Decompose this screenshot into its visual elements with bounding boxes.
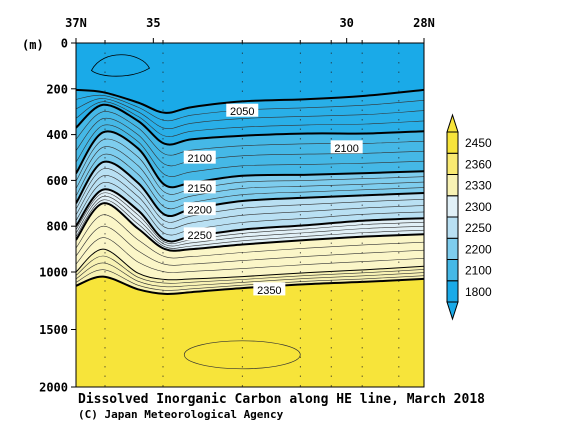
- y-tick-label: 600: [46, 174, 68, 188]
- colorbar-swatch: [446, 280, 459, 303]
- y-tick-label: 800: [46, 220, 68, 234]
- x-tick-label: 35: [146, 16, 160, 30]
- colorbar-label: 2250: [465, 221, 492, 235]
- y-tick-label: 2000: [39, 381, 68, 395]
- colorbar-label: 2450: [465, 136, 492, 150]
- x-tick-label: 28N: [413, 16, 435, 30]
- colorbar-bottom-arrow: [446, 301, 459, 321]
- contour-label-text: 2100: [187, 153, 211, 165]
- chart-title: Dissolved Inorganic Carbon along HE line…: [78, 392, 485, 407]
- colorbar-swatch: [446, 259, 459, 282]
- colorbar-label: 2360: [465, 157, 492, 171]
- contour-label-bg: [226, 103, 259, 117]
- colorbar-label: 1800: [465, 285, 492, 299]
- colorbar-label: 2300: [465, 200, 492, 214]
- surface-loop: [90, 54, 150, 77]
- y-tick-label: 400: [46, 128, 68, 142]
- colorbar-label: 2200: [465, 242, 492, 256]
- contour-label-2100: 2100: [183, 150, 216, 165]
- contour-label-bg: [183, 227, 216, 241]
- minor-contour: [76, 262, 424, 288]
- y-tick-label: 200: [46, 82, 68, 96]
- contour-2100: [76, 103, 424, 146]
- contour-2050: [76, 88, 424, 114]
- colorbar-swatch: [446, 216, 459, 239]
- contour-label-text: 2100: [334, 143, 358, 155]
- y-tick-label: 1500: [39, 323, 68, 337]
- colorbar-swatch: [446, 195, 459, 218]
- contour-2350: [76, 275, 424, 295]
- contour-label-2350: 2350: [253, 282, 286, 297]
- minor-contour: [76, 214, 424, 259]
- fill-band-2050: [76, 43, 424, 113]
- contour-label-bg: [183, 202, 216, 216]
- colorbar-swatch: [446, 152, 459, 175]
- contour-label-text: 2350: [257, 285, 281, 297]
- minor-contour: [76, 225, 424, 266]
- colorbar-swatch: [446, 174, 459, 197]
- colorbar-swatch: [446, 131, 459, 154]
- colorbar-swatch: [446, 237, 459, 260]
- contour-label-text: 2050: [230, 106, 254, 118]
- contour-label-bg: [330, 140, 363, 154]
- y-axis-unit: (m): [22, 38, 44, 52]
- minor-contour: [76, 269, 424, 291]
- plot-frame: [75, 42, 425, 388]
- contour-2330: [76, 248, 424, 281]
- minor-contour: [76, 146, 424, 202]
- contour-label-2200: 2200: [183, 202, 216, 217]
- minor-contour: [76, 101, 424, 137]
- contour-label-text: 2150: [187, 183, 211, 195]
- contour-label-text: 2250: [187, 230, 211, 242]
- contour-label-2150: 2150: [183, 180, 216, 195]
- x-tick-label: 30: [339, 16, 353, 30]
- minor-contour: [76, 237, 424, 273]
- plot-layer: 2050 2100 2100 2150 2200 2250 2350: [76, 43, 424, 387]
- y-tick-label: 1000: [39, 266, 68, 280]
- contour-label-2050: 2050: [226, 103, 259, 118]
- contour-2300: [76, 202, 424, 252]
- minor-contour: [76, 94, 424, 122]
- axes-layer: 0 200 400 600 800 1000 1500 2000 37N 35 30 28N: [39, 16, 435, 395]
- minor-contour: [76, 255, 424, 284]
- contour-label-bg: [253, 282, 286, 296]
- colorbar-label: 2100: [465, 264, 492, 278]
- minor-contour: [76, 199, 424, 249]
- deep-contour-loop: [183, 340, 301, 370]
- minor-contour: [76, 124, 424, 177]
- colorbar-top-arrow: [446, 113, 459, 133]
- y-tick-label: 0: [61, 37, 68, 51]
- contour-label-bg: [183, 180, 216, 194]
- minor-contour: [76, 98, 424, 129]
- minor-contour: [76, 196, 424, 247]
- contour-label-bg: [183, 150, 216, 164]
- minor-contour: [76, 175, 424, 230]
- credit-text: (C) Japan Meteorological Agency: [78, 408, 284, 421]
- contour-label-2250: 2250: [183, 227, 216, 242]
- colorbar: 1800 2100 2200 2250 2300 2330 2360 2450: [446, 113, 492, 321]
- contour-label-2100: 2100: [330, 140, 363, 155]
- x-tick-label: 37N: [65, 16, 87, 30]
- colorbar-label: 2330: [465, 179, 492, 193]
- contour-label-text: 2200: [187, 205, 211, 217]
- minor-contour: [76, 168, 424, 223]
